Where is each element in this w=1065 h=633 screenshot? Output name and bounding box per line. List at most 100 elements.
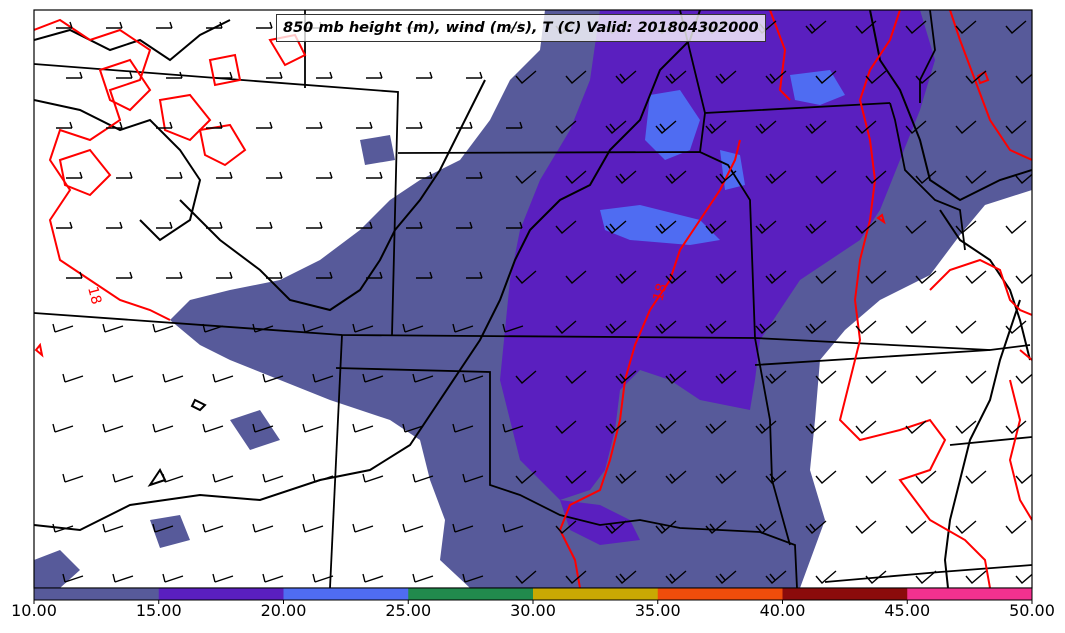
wind-barb: [615, 70, 637, 84]
height-contours: [34, 10, 1032, 588]
wind-barb: [506, 121, 523, 129]
wind-barb: [815, 570, 837, 584]
colorbar-segment: [657, 588, 783, 600]
wind-barb: [462, 373, 484, 383]
wind-barb: [302, 423, 324, 433]
wind-barb: [152, 423, 174, 433]
wind-barbs: [52, 20, 1032, 584]
wind-barb: [52, 523, 74, 533]
wind-barb: [765, 70, 787, 84]
wind-barb: [965, 370, 987, 384]
wind-barb: [655, 420, 677, 434]
wind-barb: [156, 221, 173, 229]
state-borders: [34, 10, 1032, 588]
wind-barb: [312, 373, 334, 383]
colorbar-tick-label: 10.00: [11, 601, 57, 620]
wind-barb: [915, 370, 937, 384]
wind-barb: [705, 320, 727, 334]
wind-barb: [202, 423, 224, 433]
wind-barb: [402, 423, 424, 433]
wind-barb: [502, 523, 524, 533]
wind-barb: [1015, 73, 1032, 84]
wind-barb: [506, 221, 523, 229]
wind-barb: [915, 570, 937, 584]
wind-barb: [765, 270, 787, 284]
wind-barb: [166, 271, 183, 279]
wind-barb: [112, 573, 134, 583]
wind-barb: [66, 271, 83, 279]
wind-barb: [256, 221, 273, 229]
wind-barb: [62, 473, 84, 483]
wind-barb: [402, 523, 424, 533]
wind-barb: [456, 121, 473, 129]
wind-barb: [502, 423, 524, 433]
wind-barb: [152, 523, 174, 533]
wind-barb: [905, 420, 927, 434]
wind-barb: [555, 120, 577, 134]
wind-barb: [262, 573, 284, 583]
wind-barb: [865, 570, 887, 584]
wind-barb: [502, 323, 524, 333]
wind-barb: [765, 370, 787, 384]
wind-barb: [1015, 473, 1032, 484]
wind-barb: [1015, 273, 1032, 284]
wind-barb: [216, 171, 233, 179]
wind-barb: [665, 170, 687, 184]
wind-barb: [102, 523, 124, 533]
wind-barb: [266, 171, 283, 179]
wind-barb: [462, 473, 484, 483]
wind-barb: [855, 320, 877, 334]
wind-barb: [256, 121, 273, 129]
wind-barb: [162, 473, 184, 483]
clear-area-southeast: [830, 200, 1032, 588]
wind-barb: [262, 473, 284, 483]
wind-barb: [252, 523, 274, 533]
wind-barb: [855, 220, 877, 234]
wind-barb: [212, 573, 234, 583]
wind-barb: [366, 171, 383, 179]
wind-barb: [565, 370, 587, 384]
wind-barb: [615, 370, 637, 384]
wind-barb: [412, 473, 434, 483]
wind-barb: [456, 221, 473, 229]
colorbar-segment: [158, 588, 284, 600]
wind-barb: [705, 220, 727, 234]
wind-barb: [316, 171, 333, 179]
wind-barb: [665, 70, 687, 84]
wind-barb: [62, 373, 84, 383]
wind-barb: [865, 70, 887, 84]
wind-barb: [416, 171, 433, 179]
wind-barb: [256, 21, 273, 29]
wind-barb: [66, 71, 83, 79]
wind-barb: [356, 221, 373, 229]
wind-barb: [755, 120, 777, 134]
wind-barb: [855, 120, 877, 134]
wind-barb: [366, 71, 383, 79]
colorbar-tick-label: 40.00: [759, 601, 806, 620]
wind-barb: [605, 220, 627, 234]
wind-barb: [366, 271, 383, 279]
wind-barb: [52, 423, 74, 433]
wind-barb: [515, 470, 537, 484]
wind-barb: [755, 320, 777, 334]
wind-barb: [955, 320, 977, 334]
wind-barb: [466, 71, 483, 79]
wind-barb: [665, 370, 687, 384]
wind-barb: [615, 270, 637, 284]
wind-barb: [206, 221, 223, 229]
wind-barb: [515, 70, 537, 84]
colorbar: [33, 587, 1033, 604]
wind-barb: [1005, 120, 1027, 134]
wind-barb: [352, 523, 374, 533]
wind-barb: [515, 270, 537, 284]
wind-barb: [665, 270, 687, 284]
wind-barb: [715, 270, 737, 284]
wind-barb: [905, 220, 927, 234]
wind-barb: [452, 423, 474, 433]
wind-barb: [805, 420, 827, 434]
wind-speed-shade-high: [600, 70, 845, 245]
wind-barb: [1015, 373, 1032, 384]
wind-barb: [665, 570, 687, 584]
colorbar-segment: [782, 588, 908, 600]
